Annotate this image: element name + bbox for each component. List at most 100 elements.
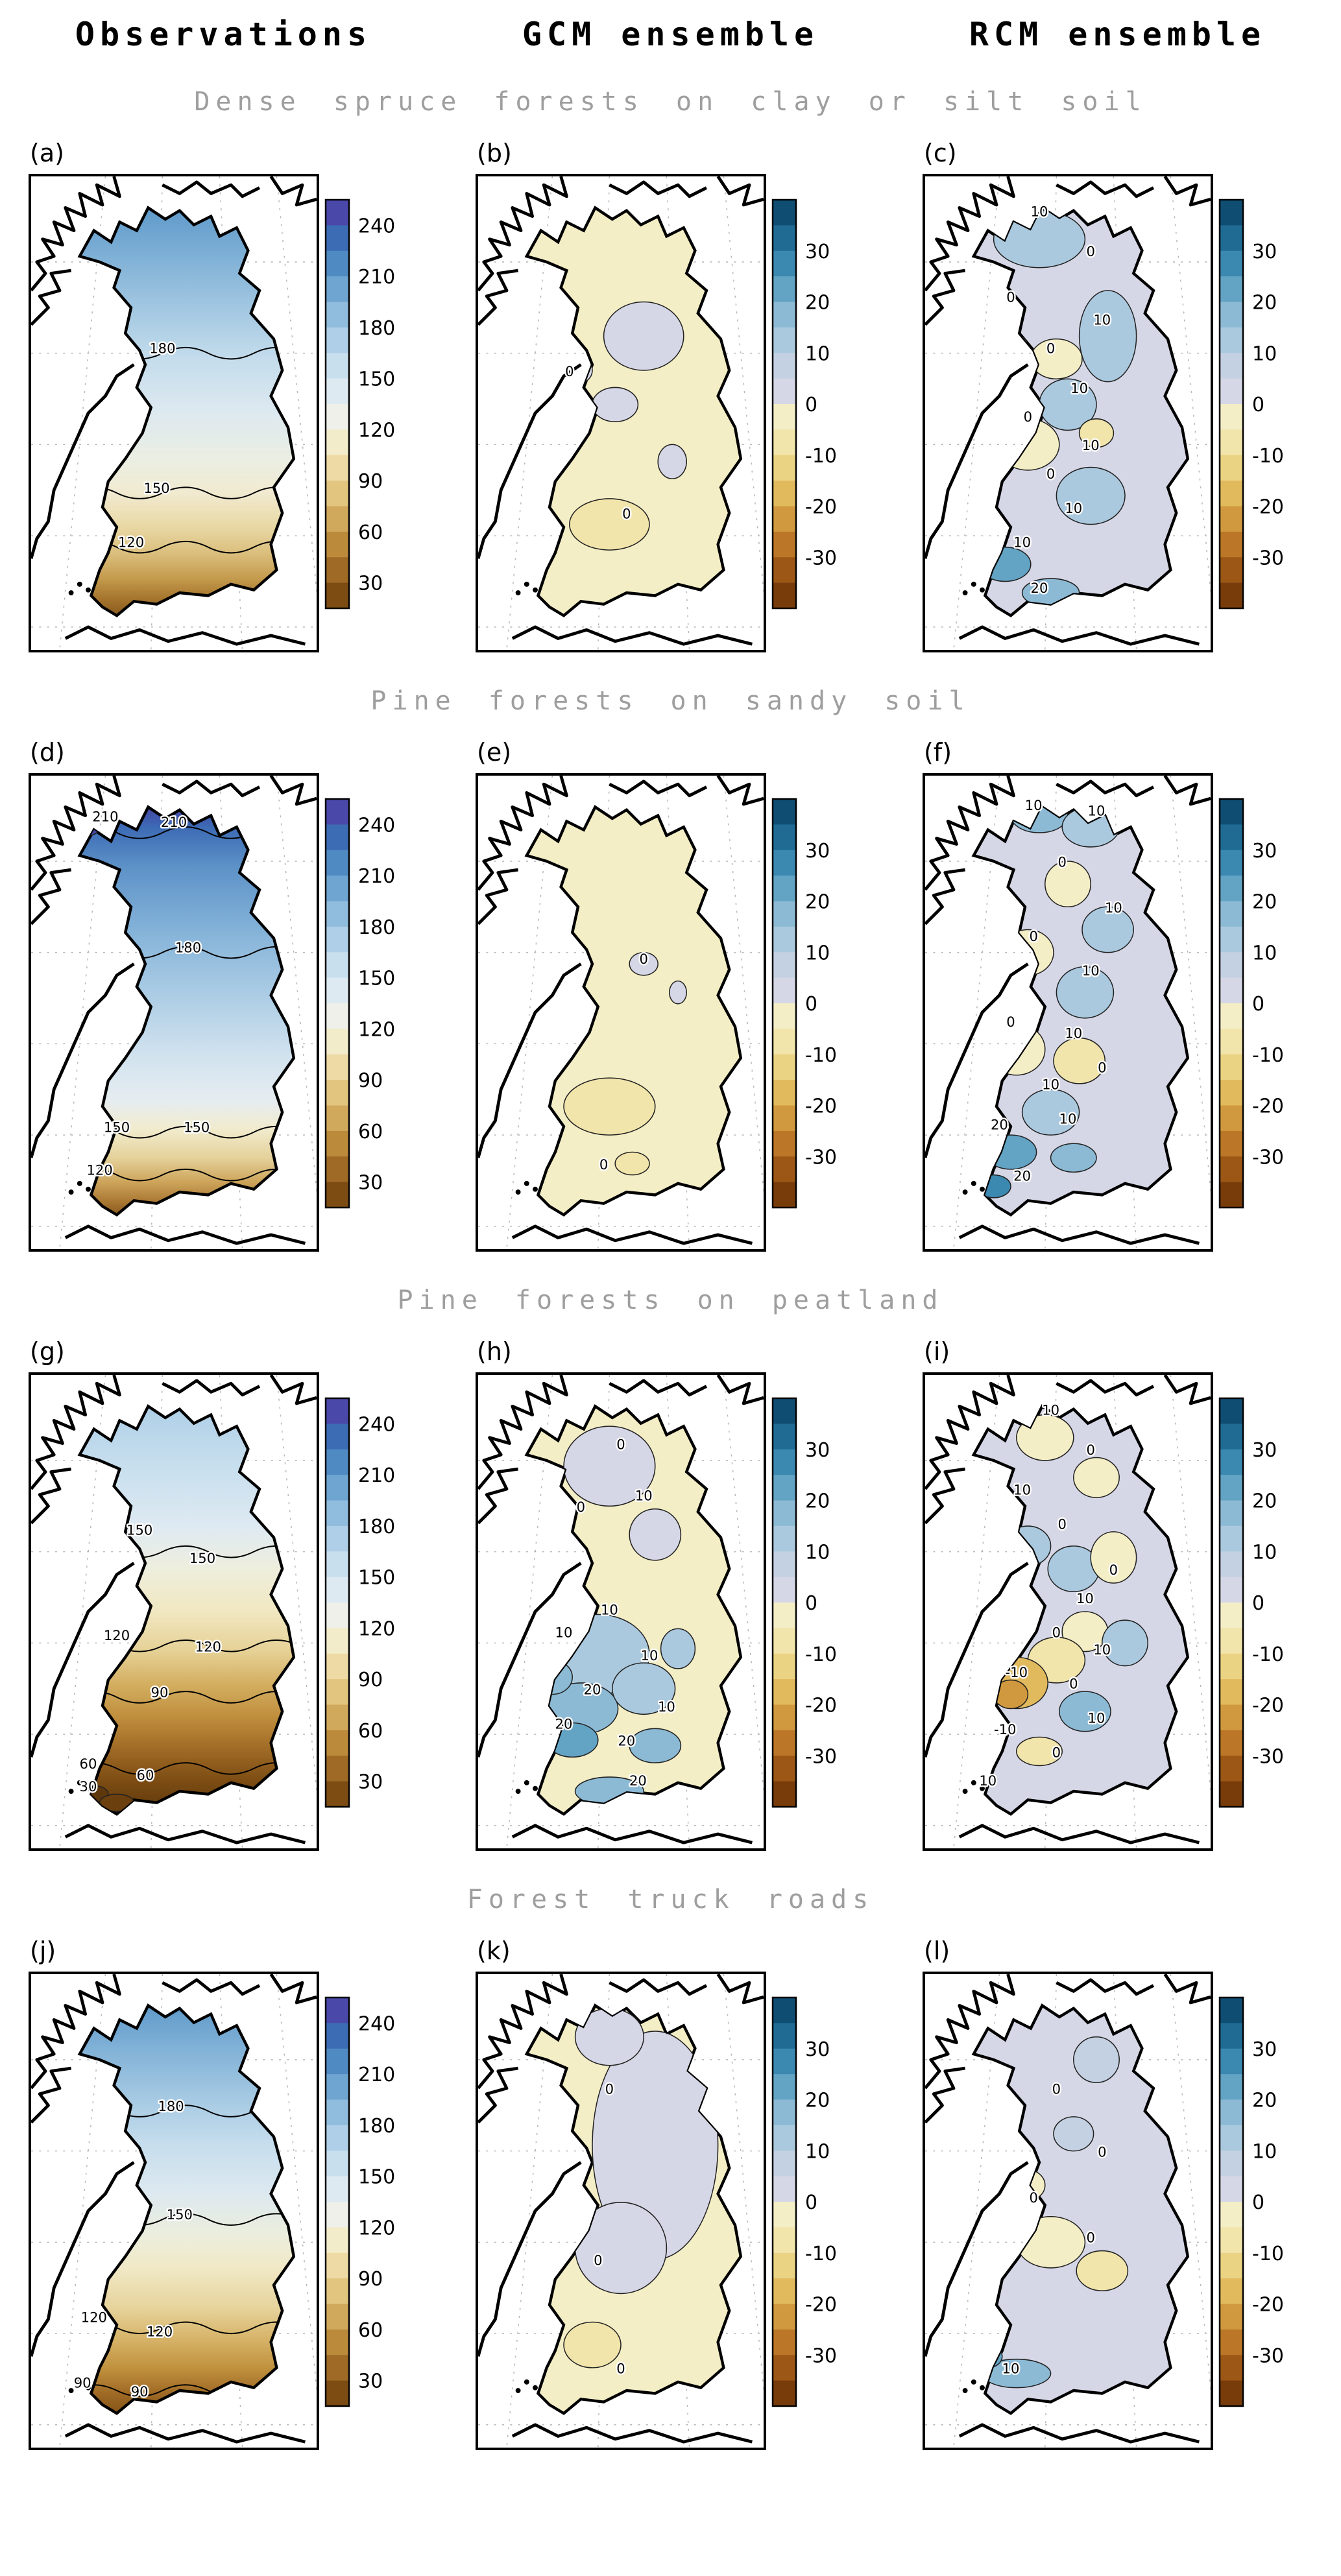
row-title: Dense spruce forests on clay or silt soi… xyxy=(194,87,1147,117)
svg-text:10: 10 xyxy=(1093,312,1111,328)
svg-text:90: 90 xyxy=(358,1069,383,1092)
panel-letter: (g) xyxy=(30,1337,65,1366)
panel-letter: (a) xyxy=(30,139,64,167)
svg-text:10: 10 xyxy=(641,1647,658,1664)
svg-text:10: 10 xyxy=(805,1541,830,1564)
svg-text:20: 20 xyxy=(618,1733,635,1749)
svg-text:-10: -10 xyxy=(805,1044,837,1067)
svg-text:10: 10 xyxy=(1031,204,1048,220)
svg-text:120: 120 xyxy=(358,1617,395,1640)
svg-text:210: 210 xyxy=(358,865,395,888)
colorbar-ensemble: 30 20 10 0 -10 -20 -30 xyxy=(1218,1996,1284,2407)
svg-text:-10: -10 xyxy=(1252,1044,1284,1067)
svg-text:210: 210 xyxy=(358,2064,395,2086)
colorbar-ensemble: 30 20 10 0 -10 -20 -30 xyxy=(1218,1397,1284,1808)
panel-a: (a) 180 150 120 240 210 180 150 120 90 60 30 xyxy=(0,139,447,652)
panel-f: (f) 10 10 0 10 0 10 0 10 0 10 20 10 20 30 20 10 0 -10 -20… xyxy=(894,738,1341,1252)
colorbar-ensemble: 30 20 10 0 -10 -20 -30 xyxy=(771,1397,837,1808)
map-finland-gcm-spruce: 00 xyxy=(476,174,766,652)
svg-text:-20: -20 xyxy=(805,1095,837,1118)
map-finland-gcm-roads: 0 0 0 xyxy=(476,1972,766,2450)
svg-text:10: 10 xyxy=(635,1487,653,1503)
svg-text:60: 60 xyxy=(137,1767,154,1783)
svg-text:-20: -20 xyxy=(1252,1695,1284,1717)
svg-text:180: 180 xyxy=(149,340,175,357)
svg-text:0: 0 xyxy=(1109,1562,1118,1578)
svg-text:0: 0 xyxy=(616,1436,625,1452)
svg-text:90: 90 xyxy=(358,1669,383,1691)
row-title: Forest truck roads xyxy=(466,1885,875,1914)
svg-text:150: 150 xyxy=(358,1567,395,1590)
svg-text:150: 150 xyxy=(189,1550,215,1566)
svg-text:0: 0 xyxy=(1046,340,1055,357)
panel-letter: (i) xyxy=(924,1337,950,1366)
svg-text:30: 30 xyxy=(805,2038,830,2061)
svg-text:60: 60 xyxy=(358,1121,383,1143)
svg-text:0: 0 xyxy=(594,2252,602,2269)
svg-text:30: 30 xyxy=(805,840,830,863)
svg-text:0: 0 xyxy=(1086,1442,1094,1458)
svg-text:30: 30 xyxy=(1252,2038,1277,2061)
svg-text:0: 0 xyxy=(639,951,647,967)
map-finland-gcm-peatland: 0 10 0 10 10 20 10 20 10 20 20 xyxy=(476,1372,766,1851)
svg-text:150: 150 xyxy=(127,1521,152,1538)
svg-text:30: 30 xyxy=(358,1771,383,1794)
svg-text:240: 240 xyxy=(358,215,395,237)
svg-text:10: 10 xyxy=(1065,1025,1082,1042)
svg-text:10: 10 xyxy=(601,1601,618,1617)
svg-text:20: 20 xyxy=(1013,1167,1031,1184)
svg-text:90: 90 xyxy=(358,470,383,493)
svg-text:0: 0 xyxy=(805,2191,817,2214)
svg-text:120: 120 xyxy=(195,1639,221,1655)
svg-text:150: 150 xyxy=(184,1119,210,1136)
svg-text:-20: -20 xyxy=(1252,1095,1284,1118)
svg-text:20: 20 xyxy=(584,1682,601,1698)
svg-text:150: 150 xyxy=(143,480,169,496)
panel-letter: (k) xyxy=(477,1937,511,1965)
colorbar-observations: 240 210 180 150 120 90 60 30 xyxy=(324,798,395,1209)
panel-letter: (c) xyxy=(924,139,957,167)
panel-d: (d) 210 210 180 150 150 120 240 210 180 150 120 90… xyxy=(0,738,447,1252)
svg-text:150: 150 xyxy=(358,2166,395,2189)
svg-text:30: 30 xyxy=(358,573,383,595)
svg-text:0: 0 xyxy=(1006,1014,1015,1030)
svg-text:10: 10 xyxy=(1093,1641,1111,1658)
svg-text:0: 0 xyxy=(622,506,631,522)
colorbar-ensemble: 30 20 10 0 -10 -20 -30 xyxy=(771,798,837,1209)
svg-text:0: 0 xyxy=(1052,1625,1061,1641)
svg-text:0: 0 xyxy=(565,363,574,379)
svg-text:60: 60 xyxy=(358,1720,383,1743)
svg-text:60: 60 xyxy=(80,1756,97,1772)
svg-text:180: 180 xyxy=(358,1516,395,1538)
svg-text:10: 10 xyxy=(1252,2140,1277,2163)
svg-text:90: 90 xyxy=(358,2268,383,2291)
svg-text:120: 120 xyxy=(118,534,144,551)
panel-letter: (e) xyxy=(477,738,512,767)
colorbar-ensemble: 30 20 10 0 -10 -20 -30 xyxy=(1218,798,1284,1209)
svg-text:10: 10 xyxy=(805,342,830,365)
svg-text:20: 20 xyxy=(805,2090,830,2112)
svg-text:0: 0 xyxy=(1086,2229,1094,2245)
svg-text:0: 0 xyxy=(599,1156,608,1173)
svg-text:150: 150 xyxy=(104,1119,130,1136)
panel-l: (l) 0 0 0 0 10 30 20 10 0 -10 -20 -30 xyxy=(894,1937,1341,2450)
svg-text:-20: -20 xyxy=(1252,2294,1284,2317)
svg-text:10: 10 xyxy=(555,1625,573,1641)
svg-text:-20: -20 xyxy=(805,2294,837,2317)
svg-text:20: 20 xyxy=(1252,891,1277,914)
svg-text:-20: -20 xyxy=(1252,496,1284,519)
svg-text:0: 0 xyxy=(1029,928,1037,944)
svg-text:10: 10 xyxy=(1013,1482,1031,1498)
panel-j: (j) 180 150 120 120 90 90 240 210 180 150 120 90 60… xyxy=(0,1937,447,2450)
row-pine-peatland: Pine forests on peatland (g) 150 150 120 12… xyxy=(0,1285,1341,1851)
column-header-observations: Observations xyxy=(75,16,372,53)
svg-text:10: 10 xyxy=(1059,1111,1077,1127)
svg-text:10: 10 xyxy=(1002,2361,1020,2377)
svg-text:10: 10 xyxy=(1252,942,1277,964)
map-finland-observations-peatland: 150 150 120 120 90 60 30 60 xyxy=(29,1372,319,1851)
svg-text:20: 20 xyxy=(1252,292,1277,315)
svg-text:20: 20 xyxy=(1252,2090,1277,2112)
svg-text:120: 120 xyxy=(358,1018,395,1041)
column-headers: Observations GCM ensemble RCM ensemble xyxy=(0,0,1341,53)
